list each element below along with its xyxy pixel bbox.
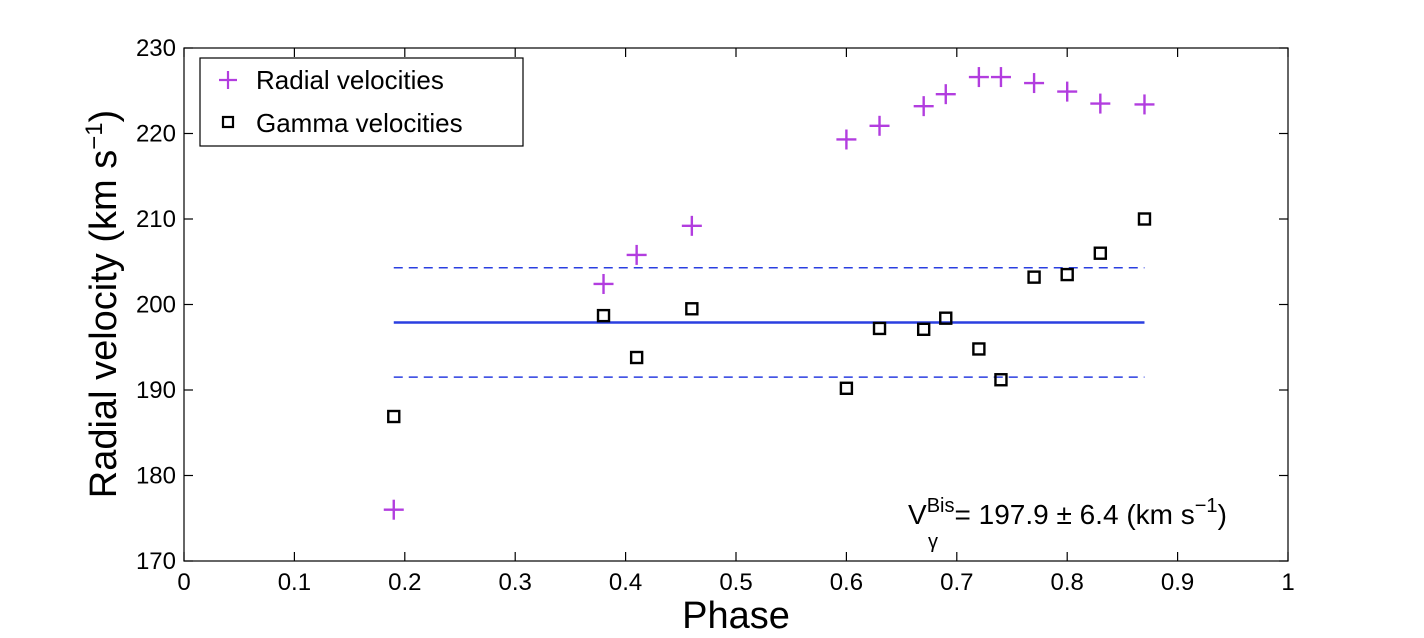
y-tick-label: 220 <box>136 121 176 148</box>
legend-label-radial: Radial velocities <box>256 65 444 95</box>
x-tick-label: 1 <box>1281 569 1294 596</box>
gamma-velocity-point <box>596 308 611 323</box>
y-tick-label: 210 <box>136 206 176 233</box>
radial-velocity-point <box>990 67 1011 88</box>
gamma-velocity-point <box>1027 270 1041 284</box>
gamma-velocity-point <box>872 321 887 336</box>
points-layer <box>383 67 1155 520</box>
y-axis-title: Radial velocity (km s−1) <box>81 110 125 498</box>
legend-marker-radial <box>219 71 237 89</box>
x-tick-label: 0.7 <box>940 569 973 596</box>
x-axis-title: Phase <box>682 595 790 637</box>
annotation-base: V <box>908 499 927 530</box>
legend-label-gamma: Gamma velocities <box>256 108 463 138</box>
x-tick-label: 0.5 <box>719 569 752 596</box>
radial-velocity-point <box>1057 81 1078 102</box>
x-tick-label: 0.8 <box>1051 569 1084 596</box>
legend-marker-gamma <box>221 115 235 129</box>
x-tick-label: 0.3 <box>499 569 532 596</box>
y-axis-title-main: Radial velocity (km s <box>83 150 125 498</box>
gamma-velocity-point <box>629 350 644 365</box>
radial-velocity-point <box>626 244 647 265</box>
y-tick-label: 180 <box>136 463 176 490</box>
gamma-velocity-annotation: VBis= 197.9 ± 6.4 (km s−1) <box>908 495 1227 530</box>
x-tick-label: 0.4 <box>609 569 642 596</box>
radial-velocity-point <box>935 84 956 105</box>
annotation-subscript: γ <box>928 531 938 553</box>
radial-velocity-point <box>383 499 404 520</box>
x-tick-label: 0.9 <box>1161 569 1194 596</box>
gamma-velocity-point <box>916 322 931 336</box>
annotation-close: ) <box>1218 499 1227 530</box>
y-axis-title-sup: −1 <box>81 122 108 149</box>
radial-velocity-point <box>593 273 614 294</box>
gamma-velocity-point <box>1137 212 1152 226</box>
legend: Radial velocities Gamma velocities <box>199 57 524 147</box>
y-tick-label: 190 <box>136 377 176 404</box>
gamma-velocity-point <box>994 373 1008 387</box>
gamma-velocity-point <box>1093 246 1108 260</box>
x-tick-label: 0.6 <box>830 569 863 596</box>
x-tick-label: 0.1 <box>278 569 311 596</box>
y-tick-label: 170 <box>136 548 176 575</box>
radial-velocity-point <box>968 67 989 88</box>
radial-velocity-point <box>869 115 890 136</box>
y-tick-label: 200 <box>136 292 176 319</box>
radial-velocity-point <box>913 96 934 117</box>
annotation-superscript: Bis <box>927 495 955 517</box>
ticks-layer: 0 0.1 0.2 0.3 0.4 0.5 0.6 0.7 0.8 0.9 1 170 180 190 20… <box>136 35 1295 596</box>
radial-velocity-point <box>1134 94 1155 115</box>
legend-box <box>199 57 524 147</box>
gamma-velocity-point <box>387 409 401 424</box>
reference-lines-layer <box>393 266 1145 378</box>
radial-velocity-point <box>1090 93 1111 114</box>
gamma-velocity-point <box>839 381 854 395</box>
x-tick-label: 0.2 <box>388 569 421 596</box>
radial-velocity-point <box>1024 73 1045 94</box>
gamma-velocity-point <box>685 302 699 316</box>
gamma-velocity-point <box>972 342 986 356</box>
annotation-unit-sup: −1 <box>1195 495 1218 517</box>
gamma-velocity-point <box>939 311 953 325</box>
radial-velocity-point <box>681 215 702 236</box>
annotation-text: = 197.9 ± 6.4 (km s <box>954 499 1194 530</box>
y-tick-label: 230 <box>136 35 176 62</box>
y-axis-title-close: ) <box>83 110 125 123</box>
x-tick-label: 0 <box>177 569 190 596</box>
radial-velocity-point <box>836 129 857 150</box>
gamma-velocity-point <box>1060 267 1074 282</box>
